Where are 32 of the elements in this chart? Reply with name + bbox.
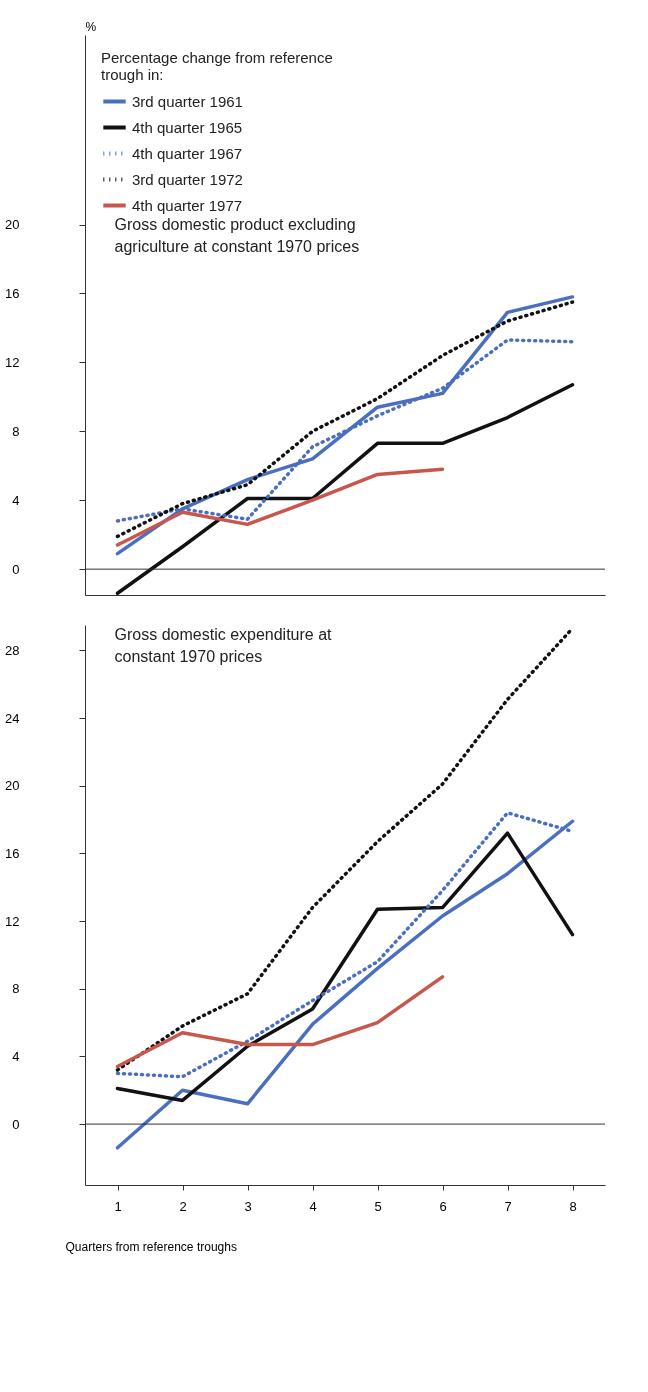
legend-label: 3rd quarter 1972: [132, 170, 243, 188]
y-tick-label: 0: [12, 1116, 20, 1132]
legend-title: Percentage change from reference trough in:: [101, 49, 333, 83]
x-tick-label: 3: [244, 1198, 252, 1214]
y-tick-label: 24: [5, 710, 20, 726]
x-tick-label: 8: [569, 1198, 577, 1214]
legend-label: 4th quarter 1965: [132, 118, 243, 136]
legend-label: 3rd quarter 1961: [132, 92, 243, 110]
y-tick-label: 16: [5, 845, 20, 861]
text: Gross domestic product excluding agriculture at constant 1970 prices: [114, 216, 360, 255]
x-tick-label: 7: [504, 1198, 512, 1214]
x-tick-label: 4: [309, 1198, 317, 1214]
y-tick-label: 28: [5, 642, 20, 658]
legend-label: 4th quarter 1967: [132, 144, 243, 162]
x-tick-label: 1: [114, 1198, 122, 1214]
y-tick-label: 20: [5, 217, 20, 233]
y-tick-label: 4: [12, 1048, 20, 1064]
x-tick-label: 6: [439, 1198, 447, 1214]
text: Gross domestic expenditure at constant 1970 prices: [114, 626, 333, 665]
x-axis-title: Quarters from reference troughs: [65, 1239, 237, 1254]
y-tick-label: 8: [12, 423, 20, 439]
x-tick-label: 5: [374, 1198, 382, 1214]
x-tick-label: 2: [179, 1198, 187, 1214]
legend-label: 4th quarter 1977: [132, 196, 243, 214]
y-tick-label: 20: [5, 778, 20, 794]
y-tick-label: 0: [12, 561, 20, 577]
y-axis-title: %: [85, 19, 97, 34]
y-tick-label: 12: [5, 354, 20, 370]
y-tick-label: 16: [5, 285, 20, 301]
y-tick-label: 4: [12, 492, 20, 508]
y-tick-label: 8: [12, 981, 20, 997]
y-tick-label: 12: [5, 913, 20, 929]
